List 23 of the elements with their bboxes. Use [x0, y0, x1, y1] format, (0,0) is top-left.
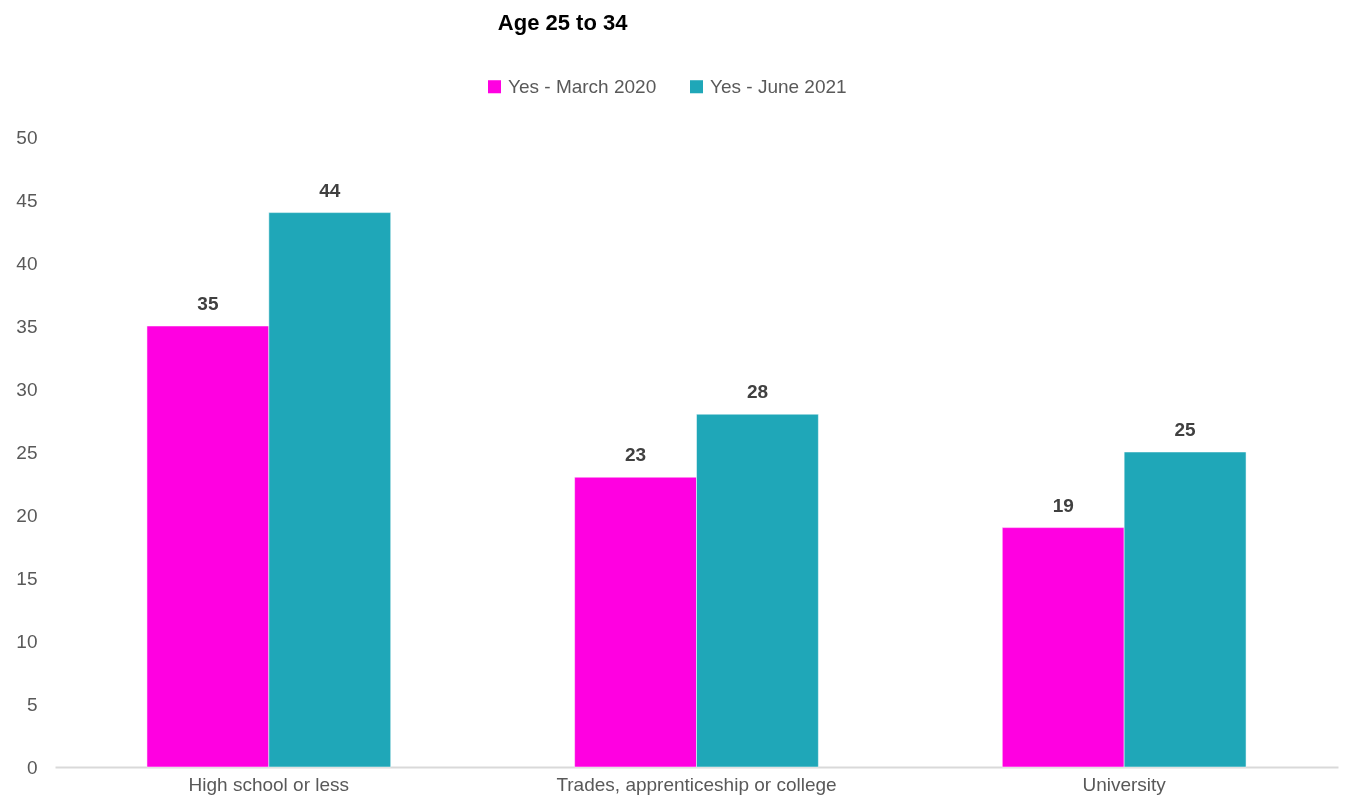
y-tick-label: 20 — [16, 504, 38, 526]
data-label: 19 — [1052, 494, 1074, 516]
y-tick-label: 0 — [26, 756, 38, 778]
x-tick-label: University — [1082, 773, 1167, 795]
legend-label: Yes - June 2021 — [710, 75, 847, 97]
data-label: 23 — [624, 444, 647, 466]
y-tick-label: 30 — [16, 378, 38, 400]
y-tick-label: 40 — [16, 252, 38, 274]
y-tick-label: 15 — [16, 567, 38, 589]
y-tick-label: 35 — [16, 315, 38, 337]
x-tick-label: High school or less — [188, 773, 350, 795]
data-label: 44 — [319, 179, 341, 201]
y-tick-label: 25 — [16, 441, 38, 463]
y-tick-label: 10 — [16, 630, 38, 652]
y-tick-label: 50 — [16, 126, 38, 148]
y-tick-label: 45 — [16, 189, 38, 211]
data-label: 28 — [746, 381, 769, 403]
chart-title: Age 25 to 34 — [497, 10, 629, 35]
x-tick-label: Trades, apprenticeship or college — [556, 773, 837, 795]
legend-label: Yes - March 2020 — [508, 75, 657, 97]
data-label: 35 — [197, 293, 219, 314]
data-label: 25 — [1174, 419, 1197, 440]
y-tick-label: 5 — [26, 693, 38, 715]
